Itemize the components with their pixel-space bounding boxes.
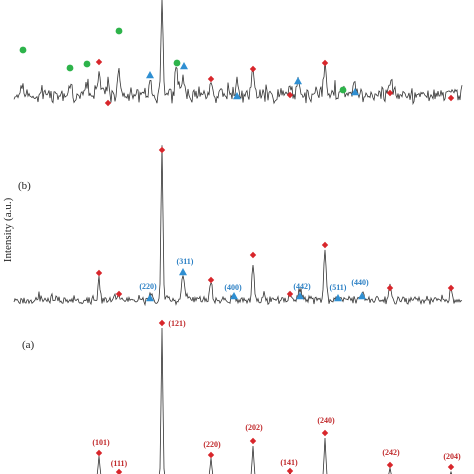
triangle-marker-b-12 [296, 292, 304, 300]
hkl-label-a-3: (220) [203, 440, 221, 449]
circle-marker-c-0 [19, 46, 27, 54]
circle-marker-c-3 [115, 27, 123, 35]
hkl-label-a-6: (240) [317, 416, 335, 425]
triangle-marker-b-11 [230, 292, 238, 300]
triangle-marker-c-14 [146, 71, 154, 79]
hkl-label-b-4: (511) [330, 283, 347, 292]
diamond-marker-a-7 [386, 461, 394, 469]
hkl-label-a-8: (204) [443, 452, 461, 461]
diamond-marker-c-7 [104, 99, 112, 107]
diamond-marker-b-0 [158, 146, 166, 154]
hkl-label-b-5: (440) [351, 278, 369, 287]
circle-marker-c-1 [66, 64, 74, 72]
circle-marker-c-4 [173, 59, 181, 67]
hkl-label-b-3: (442) [293, 282, 311, 291]
hkl-label-a-4: (202) [245, 423, 263, 432]
triangle-marker-c-16 [233, 92, 241, 100]
diamond-marker-a-3 [207, 451, 215, 459]
panel-label-b: (b) [18, 180, 31, 192]
spectra-traces [13, 0, 463, 474]
triangle-marker-b-13 [334, 294, 342, 302]
diamond-marker-a-6 [321, 429, 329, 437]
triangle-marker-c-17 [294, 77, 302, 85]
hkl-label-a-0: (121) [168, 319, 186, 328]
diamond-marker-c-8 [207, 75, 215, 83]
hkl-label-a-1: (101) [92, 438, 110, 447]
diamond-marker-b-7 [386, 284, 394, 292]
hkl-label-b-1: (311) [177, 257, 194, 266]
diamond-marker-b-8 [447, 284, 455, 292]
hkl-label-b-2: (400) [224, 283, 242, 292]
diamond-marker-b-3 [207, 276, 215, 284]
diamond-marker-c-11 [321, 59, 329, 67]
diamond-marker-c-10 [286, 91, 294, 99]
diamond-marker-a-1 [95, 449, 103, 457]
diamond-marker-a-5 [286, 467, 294, 474]
diamond-marker-b-4 [249, 251, 257, 259]
diamond-marker-c-12 [386, 89, 394, 97]
y-axis-label: Intensity (a.u.) [2, 197, 14, 262]
diamond-marker-a-4 [249, 437, 257, 445]
diamond-marker-c-9 [249, 65, 257, 73]
circle-marker-c-5 [339, 86, 347, 94]
triangle-marker-b-10 [179, 268, 187, 276]
hkl-label-b-0: (220) [139, 282, 157, 291]
hkl-annotations: (220) (311) (400) (442) (511) (440) (121) (101)… [92, 257, 461, 468]
triangle-marker-c-18 [351, 88, 359, 96]
diamond-marker-c-6 [95, 58, 103, 66]
triangle-marker-b-14 [358, 292, 366, 300]
diamond-marker-b-6 [321, 241, 329, 249]
diamond-marker-b-1 [95, 269, 103, 277]
hkl-label-a-7: (242) [382, 448, 400, 457]
circle-marker-c-2 [83, 60, 91, 68]
triangle-marker-b-9 [146, 294, 154, 302]
spectrum-trace-c [13, 0, 463, 106]
triangle-marker-c-15 [180, 62, 188, 70]
diamond-marker-a-8 [447, 463, 455, 471]
diamond-marker-a-0 [158, 319, 166, 327]
diamond-marker-b-5 [286, 290, 294, 298]
diamond-marker-c-13 [447, 94, 455, 102]
phase-markers [19, 27, 455, 474]
spectrum-trace-b [13, 145, 463, 307]
panel-label-a: (a) [22, 339, 35, 351]
diamond-marker-a-2 [115, 468, 123, 474]
hkl-label-a-5: (141) [280, 458, 298, 467]
hkl-label-a-2: (111) [111, 459, 128, 468]
diamond-marker-b-2 [115, 290, 123, 298]
